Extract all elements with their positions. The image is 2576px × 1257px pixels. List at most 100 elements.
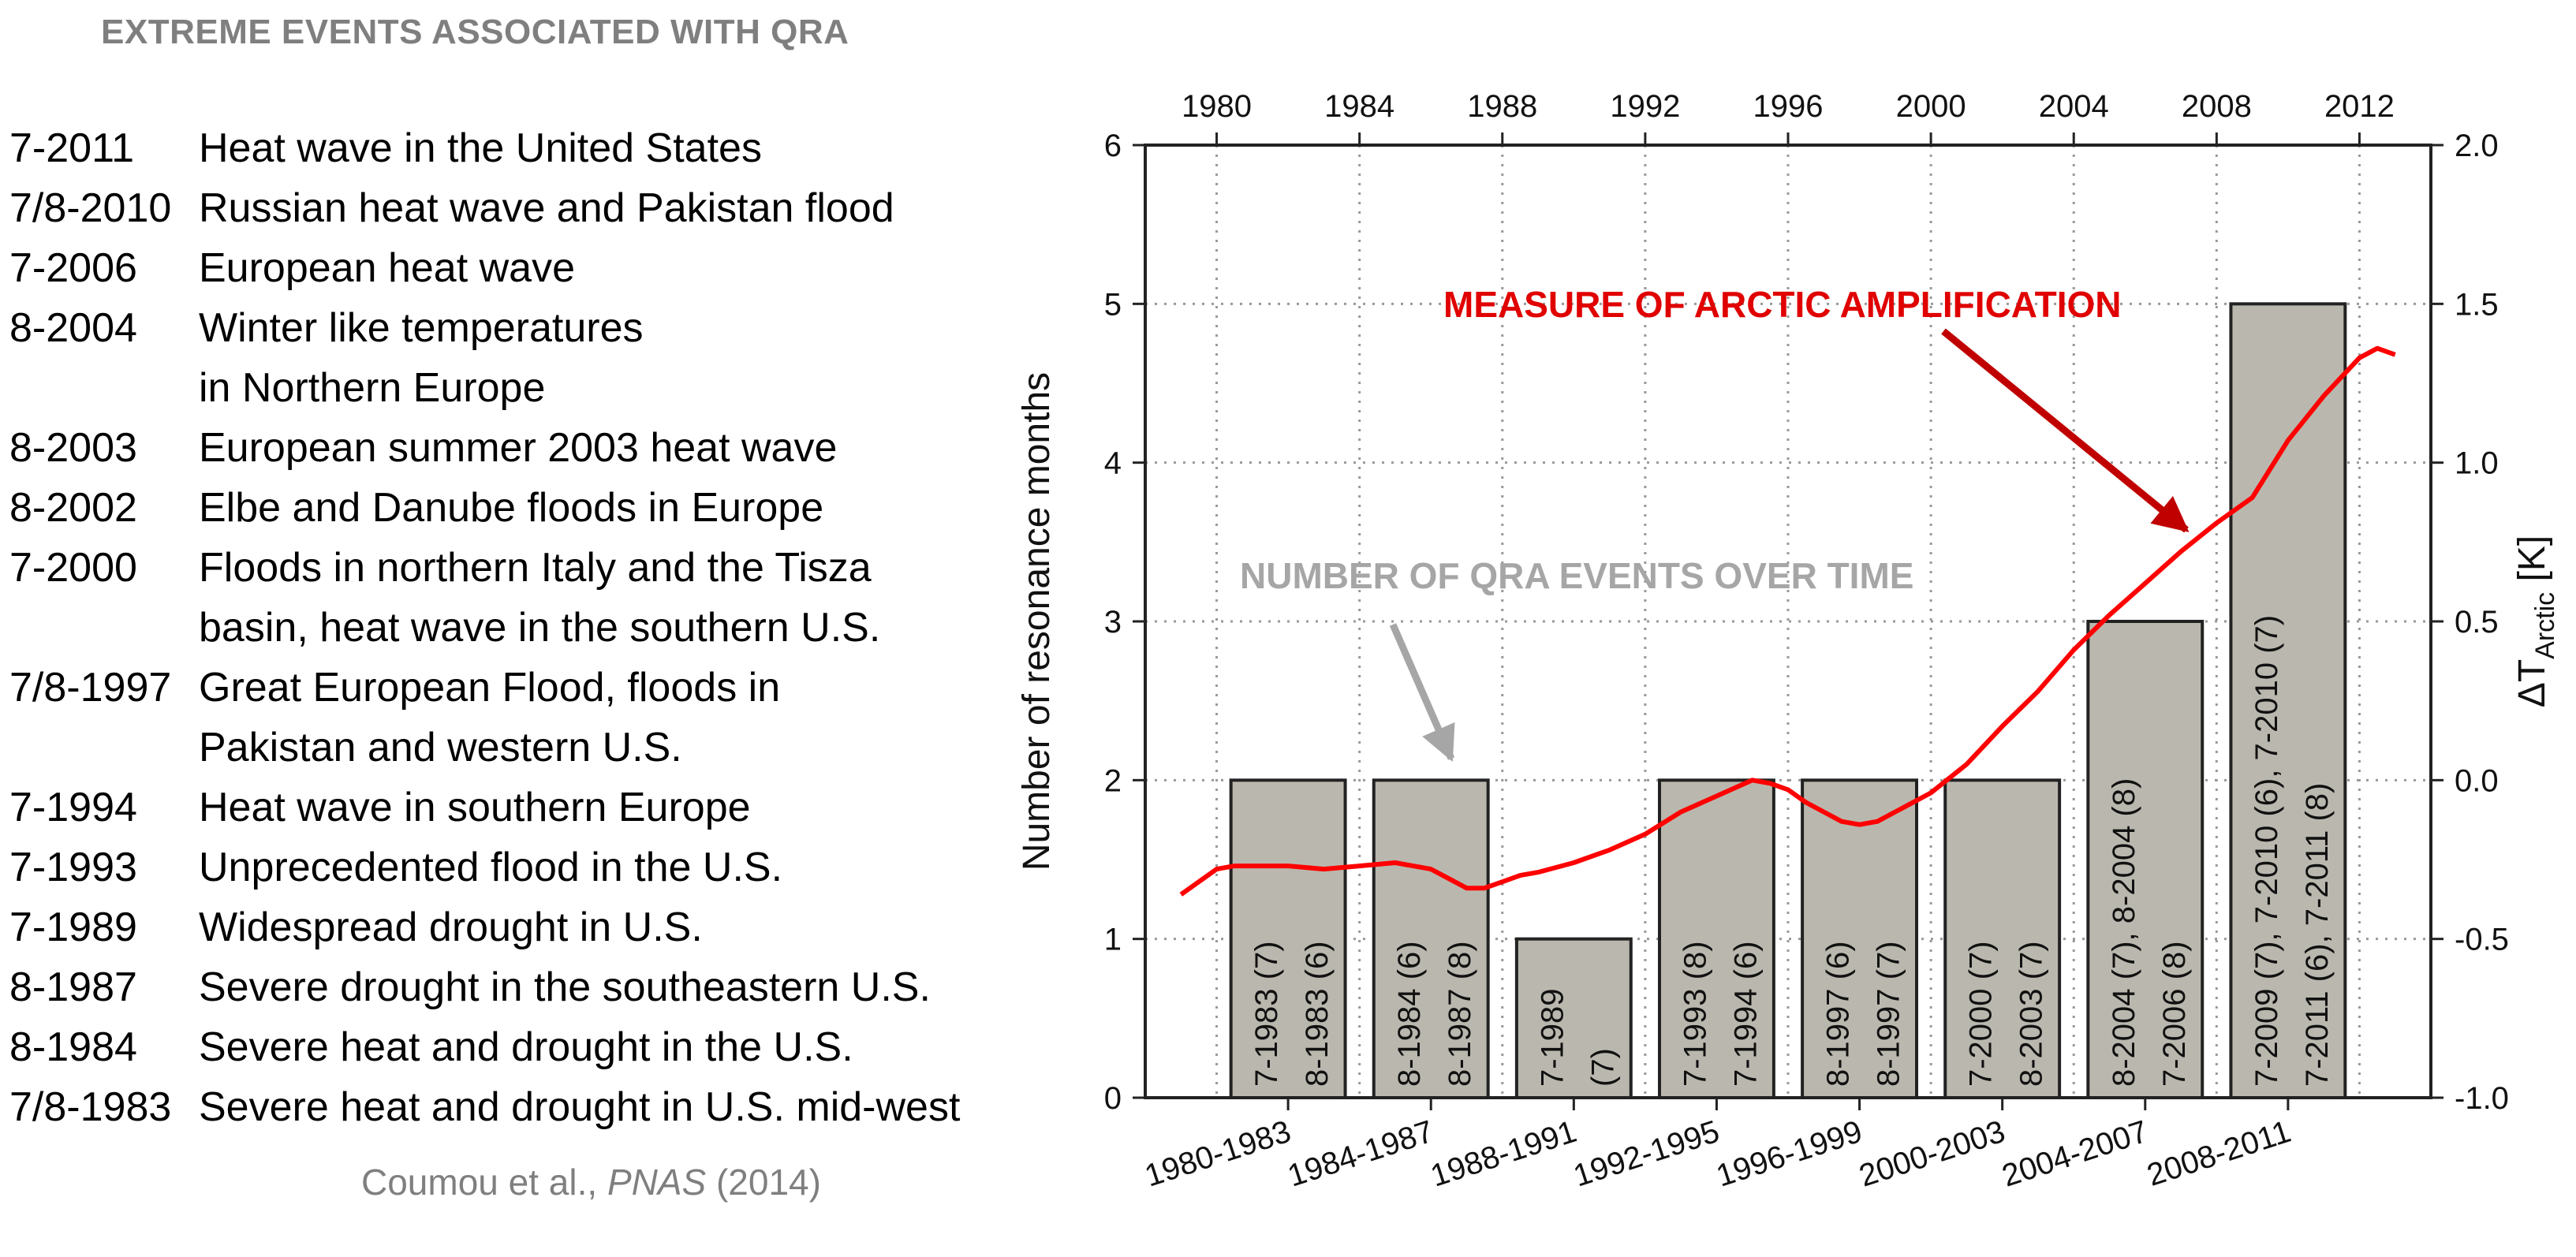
event-date: 7-2000 — [9, 545, 137, 591]
right-tick-label: 1.5 — [2455, 287, 2499, 322]
y-tick-label: 6 — [1104, 129, 1122, 163]
event-description: Heat wave in the United States — [199, 125, 762, 171]
bar — [1658, 778, 1775, 1099]
bar-label: 8-1997 (7) — [1872, 941, 1906, 1087]
top-tick-label: 2000 — [1896, 89, 1966, 124]
bar-label: 7-1994 (6) — [1728, 941, 1763, 1087]
bar-label: 7-2011 (6), 7-2011 (8) — [2300, 783, 2335, 1087]
qra-events-label: NUMBER OF QRA EVENTS OVER TIME — [1240, 555, 1913, 596]
x-tick-label: 2008-2011 — [2143, 1114, 2295, 1193]
y-tick-label: 4 — [1104, 446, 1122, 481]
x-tick-label: 1984-1987 — [1283, 1114, 1438, 1194]
event-item: 7-1994 Heat wave in southern Europe — [9, 778, 960, 837]
bar-label: 7-1989 — [1535, 988, 1570, 1087]
event-date: 8-1984 — [9, 1024, 137, 1070]
top-tick-label: 1984 — [1324, 89, 1394, 124]
x-tick-label: 1996-1999 — [1712, 1114, 1867, 1194]
event-description: Severe heat and drought in the U.S. — [199, 1024, 853, 1070]
bar-label: 8-1987 (8) — [1443, 941, 1477, 1087]
top-tick-label: 1980 — [1182, 89, 1252, 124]
event-description: Elbe and Danube floods in Europe — [199, 485, 824, 531]
event-item: in Northern Europe — [9, 358, 960, 418]
event-description: basin, heat wave in the southern U.S. — [199, 605, 881, 651]
event-date: 7-1989 — [9, 905, 137, 950]
event-date: 8-2003 — [9, 425, 137, 471]
citation-authors: Coumou et al., — [361, 1162, 607, 1203]
y-tick-label: 5 — [1104, 287, 1122, 322]
event-date: 8-2002 — [9, 485, 137, 531]
arctic-arrow — [1941, 328, 2190, 533]
bar-label: 8-1983 (6) — [1300, 941, 1335, 1087]
bar-label: 8-2003 (7) — [2014, 941, 2049, 1087]
event-description: Heat wave in southern Europe — [199, 785, 751, 830]
right-tick-label: 0.5 — [2455, 605, 2499, 640]
event-item: 8-2003 European summer 2003 heat wave — [9, 418, 960, 478]
y-tick-label: 2 — [1104, 763, 1122, 798]
event-description: in Northern Europe — [199, 365, 546, 411]
event-description: Great European Flood, floods in — [199, 665, 781, 711]
citation: Coumou et al., PNAS (2014) — [361, 1161, 821, 1203]
event-item: basin, heat wave in the southern U.S. — [9, 598, 960, 658]
event-description: Floods in northern Italy and the Tisza — [199, 545, 872, 591]
event-description: Severe drought in the southeastern U.S. — [199, 964, 931, 1010]
event-item: 7-1989 Widespread drought in U.S. — [9, 897, 960, 957]
event-date: 7/8-1997 — [9, 665, 172, 711]
bar-label: 8-1984 (6) — [1392, 941, 1427, 1087]
top-tick-label: 1988 — [1467, 89, 1537, 124]
event-date: 8-1987 — [9, 964, 137, 1010]
x-tick-label: 1988-1991 — [1427, 1114, 1581, 1194]
qra-arrow — [1389, 623, 1455, 763]
event-date: 7-2011 — [9, 125, 135, 171]
bar — [1801, 778, 1918, 1099]
right-tick-label: 1.0 — [2455, 446, 2499, 481]
event-description: Unprecedented flood in the U.S. — [199, 845, 783, 890]
event-date: 8-2004 — [9, 305, 137, 351]
event-item: 8-2004 Winter like temperatures — [9, 298, 960, 358]
bar-label: (7) — [1585, 1048, 1620, 1087]
x-tick-label: 1992-1995 — [1570, 1114, 1724, 1194]
arctic-amplification-label: MEASURE OF ARCTIC AMPLIFICATION — [1443, 284, 2121, 325]
event-description: Widespread drought in U.S. — [199, 905, 703, 950]
event-date: 7-1993 — [9, 845, 137, 890]
event-description: Winter like temperatures — [199, 305, 644, 351]
event-item: Pakistan and western U.S. — [9, 718, 960, 778]
event-item: 7/8-2010 Russian heat wave and Pakistan f… — [9, 178, 960, 238]
y-tick-label: 3 — [1104, 605, 1122, 640]
event-description: European heat wave — [199, 245, 576, 291]
event-item: 7-2011 Heat wave in the United States — [9, 118, 960, 178]
event-date: 7/8-1983 — [9, 1084, 172, 1130]
event-item: 8-1987 Severe drought in the southeastern… — [9, 957, 960, 1017]
event-date: 7-1994 — [9, 785, 137, 830]
event-date: 7/8-2010 — [9, 185, 172, 231]
event-date: 7-2006 — [9, 245, 137, 291]
right-axis-label-suffix: [K] — [2511, 535, 2553, 592]
citation-year: (2014) — [706, 1162, 821, 1203]
event-item: 8-2002 Elbe and Danube floods in Europe — [9, 478, 960, 538]
bar-label: 7-2006 (8) — [2157, 941, 2192, 1087]
bar-label: 7-2000 (7) — [1964, 941, 1999, 1087]
event-item: 7-2000 Floods in northern Italy and the T… — [9, 538, 960, 598]
top-tick-label: 2004 — [2039, 89, 2109, 124]
right-tick-label: 0.0 — [2455, 763, 2499, 798]
bar-label: 8-2004 (7), 8-2004 (8) — [2107, 778, 2141, 1087]
event-list: 7-2011 Heat wave in the United States 7/8-… — [9, 118, 960, 1137]
citation-journal: PNAS — [607, 1162, 707, 1203]
top-tick-label: 2008 — [2182, 89, 2252, 124]
event-description: European summer 2003 heat wave — [199, 425, 838, 471]
top-tick-label: 1992 — [1610, 89, 1680, 124]
bar — [2086, 620, 2205, 1099]
event-description: Pakistan and western U.S. — [199, 725, 682, 770]
event-item: 7/8-1983 Severe heat and drought in U.S. … — [9, 1077, 960, 1137]
event-item: 7-1993 Unprecedented flood in the U.S. — [9, 837, 960, 897]
right-tick-label: -1.0 — [2455, 1081, 2509, 1116]
y-tick-label: 1 — [1104, 923, 1122, 957]
top-tick-label: 2012 — [2324, 89, 2395, 124]
right-axis-label-subscript: Arctic — [2530, 592, 2560, 659]
page-title: EXTREME EVENTS ASSOCIATED WITH QRA — [101, 13, 849, 51]
right-axis-label-prefix: ΔT — [2511, 659, 2553, 707]
bar-label: 7-2009 (7), 7-2010 (6), 7-2010 (7) — [2249, 615, 2284, 1087]
event-item: 8-1984 Severe heat and drought in the U.S… — [9, 1017, 960, 1077]
bar-label: 7-1993 (8) — [1678, 941, 1712, 1087]
bar-label: 8-1997 (6) — [1821, 941, 1856, 1087]
